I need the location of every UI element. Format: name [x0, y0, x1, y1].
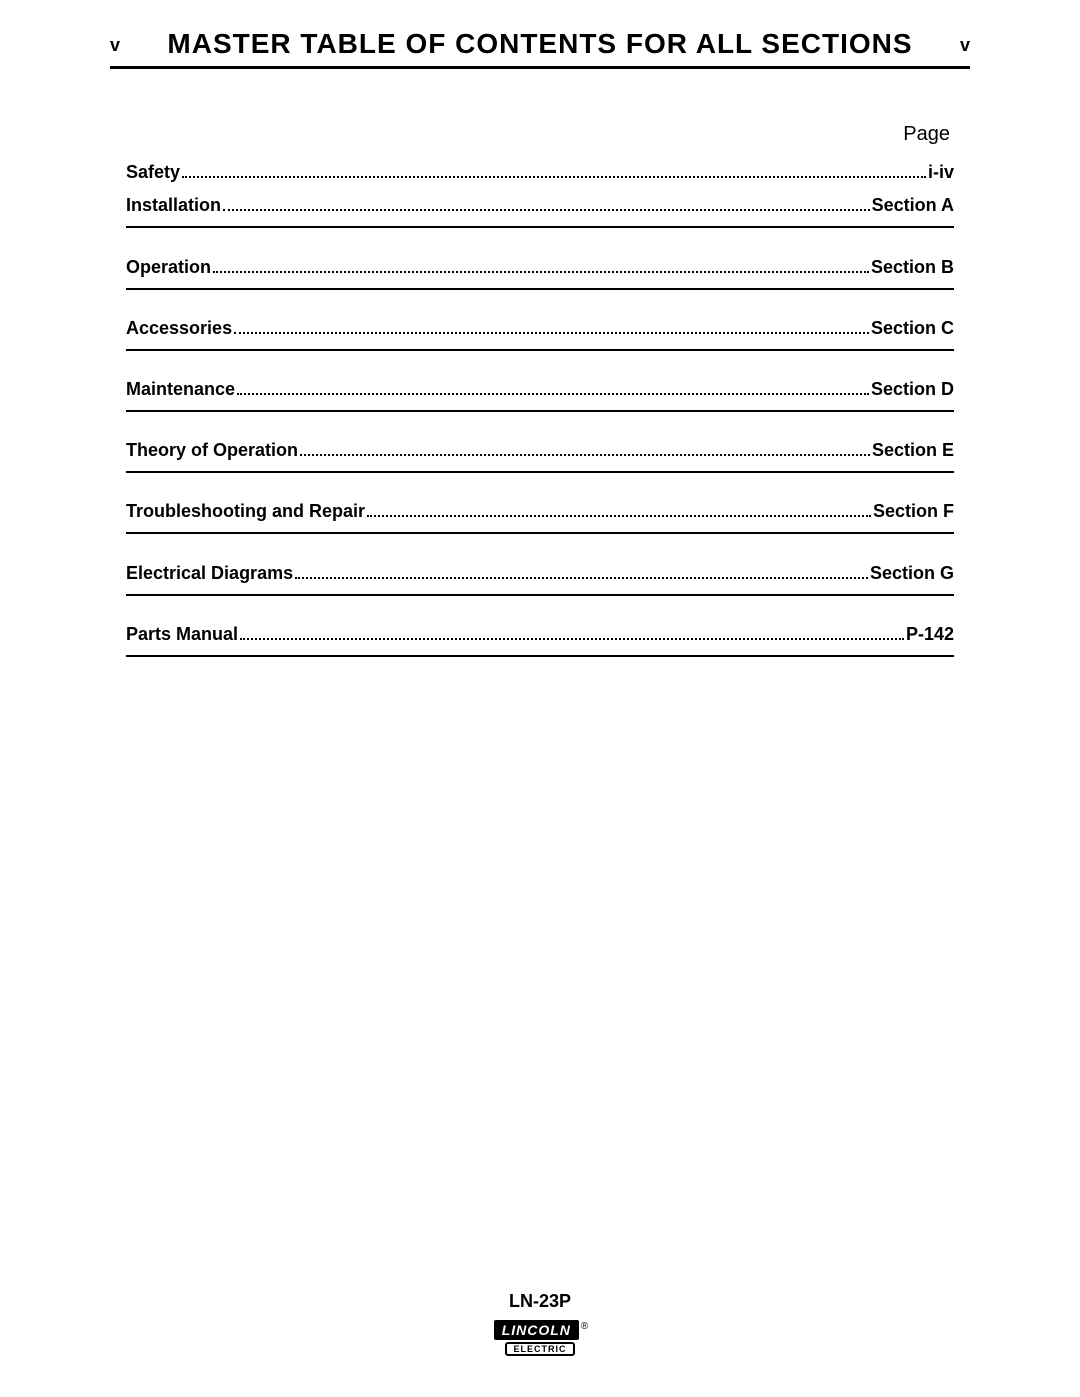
toc-divider [126, 471, 954, 473]
toc-page: Section G [870, 563, 954, 584]
toc-title: Maintenance [126, 379, 235, 400]
toc-row: Electrical Diagrams Section G [126, 556, 954, 589]
toc-block: Maintenance Section D [126, 373, 954, 412]
header-row: v MASTER TABLE OF CONTENTS FOR ALL SECTI… [110, 28, 970, 69]
toc-page: Section A [872, 195, 954, 216]
toc-page: Section C [871, 318, 954, 339]
toc-title: Electrical Diagrams [126, 563, 293, 584]
page-footer: LN-23P LINCOLN ® ELECTRIC [0, 1291, 1080, 1357]
page-number-left: v [110, 35, 120, 60]
toc-row: Maintenance Section D [126, 373, 954, 406]
logo-top-text: LINCOLN [494, 1320, 579, 1340]
logo-bottom-text: ELECTRIC [505, 1342, 575, 1356]
toc-page: P-142 [906, 624, 954, 645]
toc-divider [126, 532, 954, 534]
toc-dots [234, 318, 869, 334]
toc-title: Safety [126, 162, 180, 183]
toc-row: Safety i-iv [126, 156, 954, 189]
toc-divider [126, 594, 954, 596]
toc-divider [126, 226, 954, 228]
toc-block: Troubleshooting and Repair Section F [126, 495, 954, 534]
page-number-right: v [960, 35, 970, 60]
toc-block: Theory of Operation Section E [126, 434, 954, 473]
toc-divider [126, 288, 954, 290]
toc-dots [237, 379, 869, 395]
toc-dots [213, 256, 869, 272]
toc-divider [126, 349, 954, 351]
toc-title: Operation [126, 257, 211, 278]
toc-row: Accessories Section C [126, 312, 954, 345]
page: v MASTER TABLE OF CONTENTS FOR ALL SECTI… [0, 0, 1080, 1397]
toc-page: Section D [871, 379, 954, 400]
toc-block: Electrical Diagrams Section G [126, 556, 954, 595]
toc-page: i-iv [928, 162, 954, 183]
toc-dots [295, 562, 868, 578]
toc-content: Page Safety i-iv Installation Section A … [110, 123, 970, 657]
toc-divider [126, 410, 954, 412]
toc-dots [182, 162, 926, 178]
toc-title: Accessories [126, 318, 232, 339]
toc-row: Theory of Operation Section E [126, 434, 954, 467]
toc-block: Parts Manual P-142 [126, 618, 954, 657]
toc-page: Section F [873, 501, 954, 522]
toc-title: Troubleshooting and Repair [126, 501, 365, 522]
toc-title: Theory of Operation [126, 440, 298, 461]
toc-page: Section B [871, 257, 954, 278]
toc-block: Safety i-iv Installation Section A [126, 156, 954, 228]
toc-block: Accessories Section C [126, 312, 954, 351]
logo-registered-icon: ® [581, 1321, 588, 1332]
footer-model: LN-23P [0, 1291, 1080, 1312]
toc-dots [367, 501, 871, 517]
toc-dots [240, 624, 904, 640]
toc-dots [300, 440, 870, 456]
toc-divider [126, 655, 954, 657]
toc-title: Parts Manual [126, 624, 238, 645]
page-title: MASTER TABLE OF CONTENTS FOR ALL SECTION… [120, 28, 960, 60]
toc-row: Troubleshooting and Repair Section F [126, 495, 954, 528]
toc-row: Operation Section B [126, 250, 954, 283]
logo-brand: LINCOLN [502, 1322, 571, 1338]
toc-page: Section E [872, 440, 954, 461]
toc-block: Operation Section B [126, 250, 954, 289]
page-column-label: Page [126, 123, 954, 146]
lincoln-logo: LINCOLN ® ELECTRIC [494, 1320, 587, 1356]
toc-dots [223, 195, 870, 211]
toc-row: Installation Section A [126, 189, 954, 222]
toc-row: Parts Manual P-142 [126, 618, 954, 651]
toc-title: Installation [126, 195, 221, 216]
